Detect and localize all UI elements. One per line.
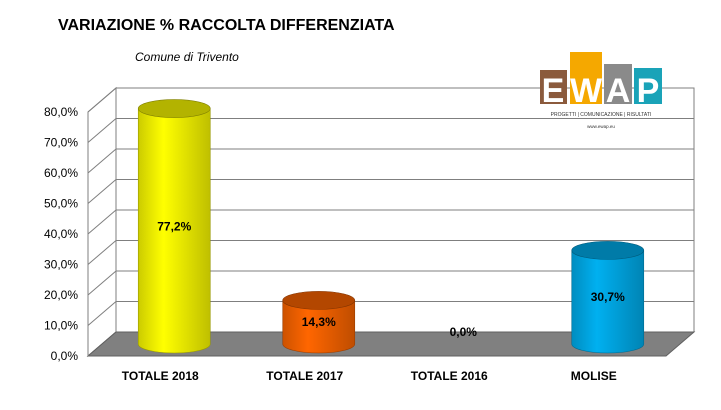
gridline xyxy=(87,148,694,174)
gridline xyxy=(87,118,694,143)
x-tick-label: MOLISE xyxy=(571,369,617,383)
bar-top xyxy=(282,291,356,310)
x-axis-categories: TOTALE 2018 TOTALE 2017 TOTALE 2016 MOLISE xyxy=(122,369,617,383)
logo-block-p xyxy=(634,68,662,104)
floor-plane xyxy=(86,331,696,357)
gridline xyxy=(87,179,694,204)
y-axis-ticks: 0,0% 10,0% 20,0% 30,0% 40,0% 50,0% 60,0% 70,0% 8… xyxy=(44,105,78,363)
y-tick-label: 70,0% xyxy=(44,136,78,150)
bar-cylinder xyxy=(137,99,211,354)
gridline xyxy=(87,301,694,326)
bar-top xyxy=(571,241,645,260)
gridline xyxy=(87,87,694,113)
data-label: 0,0% xyxy=(450,325,478,339)
y-tick-label: 40,0% xyxy=(44,227,78,241)
y-tick-label: 10,0% xyxy=(44,319,78,333)
ewap-logo: E W A P PROGETTI | COMUNICAZIONE | RISUL… xyxy=(540,52,662,129)
bar-body xyxy=(571,250,645,354)
data-label: 77,2% xyxy=(157,219,191,233)
logo-letter-a: A xyxy=(606,72,631,110)
bar-body xyxy=(282,300,356,354)
logo-block-a xyxy=(604,64,632,104)
y-tick-label: 60,0% xyxy=(44,166,78,180)
chart-title: VARIAZIONE % RACCOLTA DIFFERENZIATA xyxy=(58,17,395,34)
chart-subtitle: Comune di Trivento xyxy=(135,50,239,64)
logo-block-w xyxy=(570,52,602,104)
x-tick-label: TOTALE 2017 xyxy=(266,369,343,383)
x-tick-label: TOTALE 2016 xyxy=(411,369,488,383)
logo-url: www.ewap.eu xyxy=(587,124,615,129)
gridline xyxy=(87,209,694,235)
bar-top xyxy=(137,99,211,118)
y-tick-label: 20,0% xyxy=(44,288,78,302)
gridline xyxy=(87,240,694,265)
bars: 77,2% 14,3% 0,0% 30,7% xyxy=(137,99,645,354)
logo-letter-w: W xyxy=(570,72,603,110)
gridline xyxy=(87,270,694,296)
bar-cylinder xyxy=(282,291,356,354)
data-label: 14,3% xyxy=(302,315,336,329)
y-tick-label: 0,0% xyxy=(51,349,79,363)
bar-cylinder xyxy=(571,241,645,354)
y-tick-label: 80,0% xyxy=(44,105,78,119)
logo-tagline: PROGETTI | COMUNICAZIONE | RISULTATI xyxy=(551,112,652,118)
data-label: 30,7% xyxy=(591,290,625,304)
y-tick-label: 30,0% xyxy=(44,258,78,272)
logo-letter-e: E xyxy=(542,72,565,110)
y-tick-label: 50,0% xyxy=(44,197,78,211)
x-tick-label: TOTALE 2018 xyxy=(122,369,199,383)
logo-letter-p: P xyxy=(637,72,660,110)
logo-block-e xyxy=(540,70,567,104)
chart-floor xyxy=(86,112,696,357)
bar-body xyxy=(137,108,211,354)
